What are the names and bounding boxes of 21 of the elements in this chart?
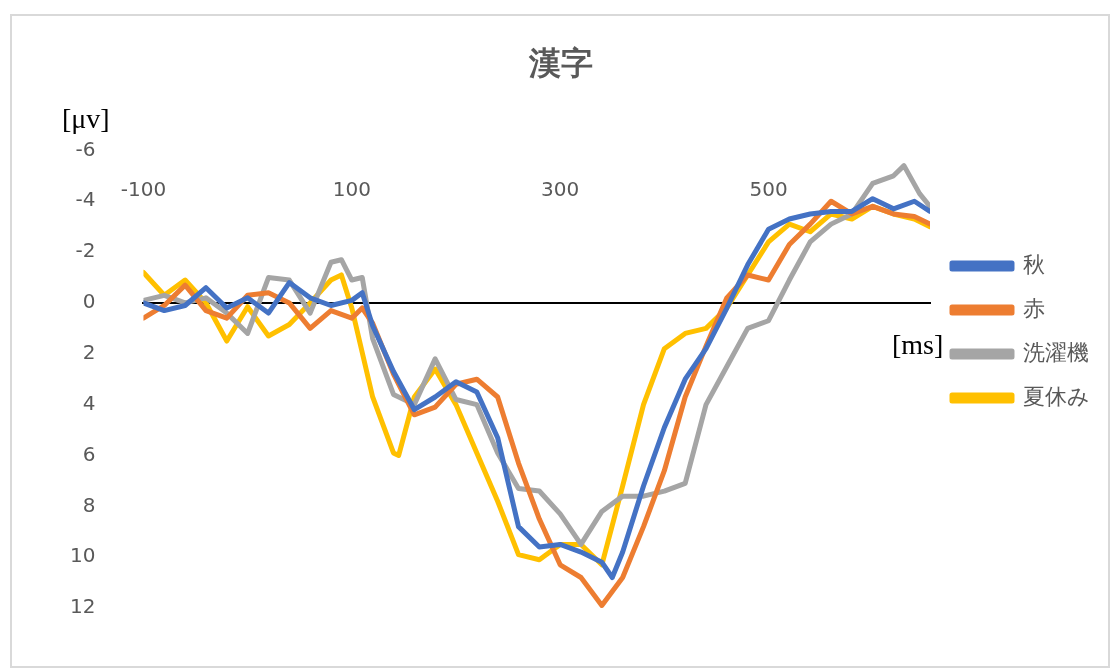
y-axis-title: [μv] [62, 102, 110, 134]
y-tick-label: 12 [70, 594, 96, 619]
x-tick-label: 500 [749, 177, 788, 202]
x-axis-title: [ms] [892, 329, 944, 361]
legend-label: 赤 [1023, 295, 1045, 321]
x-tick-label: 100 [332, 177, 371, 202]
y-tick-label: 0 [82, 289, 96, 314]
y-tick-label: -4 [75, 187, 96, 212]
x-tick-label: 300 [541, 177, 580, 202]
y-tick-label: 4 [82, 390, 96, 415]
x-tick-label: -100 [120, 177, 167, 202]
y-tick-label: 10 [70, 543, 96, 568]
y-tick-label: 8 [82, 492, 96, 517]
legend-label: 夏休み [1023, 383, 1090, 409]
chart-title: 漢字 [528, 43, 593, 82]
y-tick-label: -2 [75, 238, 96, 263]
legend-label: 洗濯機 [1023, 339, 1089, 365]
legend-label: 秋 [1023, 251, 1045, 277]
y-tick-label: 2 [82, 339, 96, 364]
y-tick-label: 6 [82, 441, 96, 466]
y-tick-label: -6 [75, 136, 96, 161]
